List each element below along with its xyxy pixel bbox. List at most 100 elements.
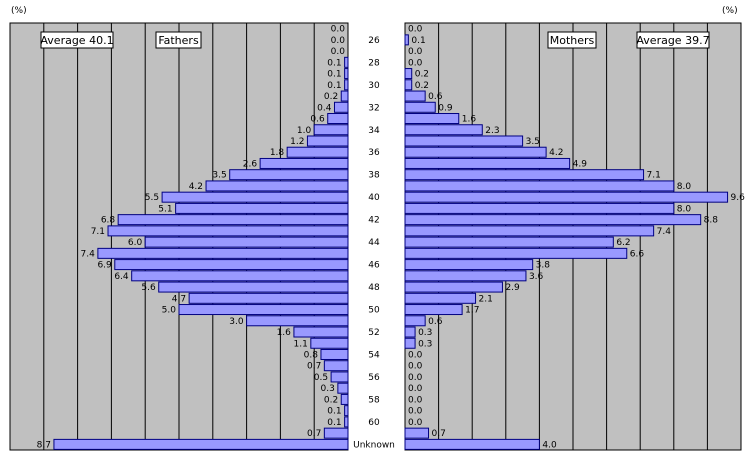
fathers-value-label: 6.0 xyxy=(128,238,143,248)
age-tick-label: 30 xyxy=(368,81,380,91)
mothers-average-box: Average 39.7 xyxy=(636,31,710,49)
mothers-value-label: 1.7 xyxy=(465,306,479,316)
mothers-bar xyxy=(404,270,527,282)
mothers-bar xyxy=(404,113,460,125)
fathers-bar xyxy=(320,348,349,360)
mothers-bar xyxy=(404,146,547,158)
mothers-value-label: 0.0 xyxy=(408,384,423,394)
mothers-value-label: 0.6 xyxy=(428,317,443,327)
age-tick-label: 28 xyxy=(368,58,380,68)
fathers-bar xyxy=(323,427,349,439)
fathers-value-label: 1.1 xyxy=(293,339,307,349)
fathers-bar xyxy=(323,360,349,372)
fathers-bar xyxy=(306,135,349,147)
mothers-bar xyxy=(404,326,416,338)
fathers-bar xyxy=(114,259,349,271)
mothers-value-label: 7.4 xyxy=(657,227,672,237)
fathers-value-label: 0.1 xyxy=(327,81,341,91)
fathers-value-label: 0.4 xyxy=(317,103,332,113)
fathers-panel: 0.00.00.00.10.10.10.20.40.61.01.21.82.63… xyxy=(9,22,349,451)
fathers-value-label: 5.0 xyxy=(162,306,177,316)
fathers-value-label: 1.2 xyxy=(290,137,304,147)
mothers-bar xyxy=(404,214,702,226)
fathers-value-label: 3.0 xyxy=(229,317,244,327)
mothers-value-label: 8.0 xyxy=(677,204,692,214)
fathers-value-label: 0.0 xyxy=(331,25,346,35)
fathers-value-label: 0.1 xyxy=(327,58,341,68)
mothers-bar xyxy=(404,157,571,169)
mothers-bar xyxy=(404,304,463,316)
fathers-bar xyxy=(53,438,349,450)
mothers-value-label: 0.3 xyxy=(418,339,432,349)
age-tick-label: 54 xyxy=(368,350,380,360)
mothers-bar xyxy=(404,68,413,80)
mothers-value-label: 6.6 xyxy=(630,249,645,259)
mothers-value-label: 0.0 xyxy=(408,362,423,372)
mothers-bar xyxy=(404,225,655,237)
fathers-bar xyxy=(340,90,349,102)
mothers-value-label: 2.9 xyxy=(505,283,520,293)
mothers-value-label: 0.2 xyxy=(415,81,429,91)
fathers-bar xyxy=(310,337,349,349)
mothers-value-label: 4.0 xyxy=(542,440,557,450)
mothers-bar xyxy=(404,79,413,91)
fathers-value-label: 0.6 xyxy=(310,115,325,125)
fathers-bar xyxy=(330,371,349,383)
mothers-bar xyxy=(404,259,534,271)
age-tick-label: 40 xyxy=(368,193,380,203)
age-tick-label: 60 xyxy=(368,418,380,428)
mothers-bar xyxy=(404,281,503,293)
mothers-value-label: 6.2 xyxy=(616,238,630,248)
fathers-value-label: 4.2 xyxy=(189,182,203,192)
fathers-bar xyxy=(178,304,349,316)
age-tick-label: 42 xyxy=(368,216,379,226)
fathers-value-label: 6.4 xyxy=(114,272,129,282)
mothers-value-label: 0.0 xyxy=(408,395,423,405)
fathers-value-label: 0.0 xyxy=(331,47,346,57)
mothers-value-label: 7.1 xyxy=(647,171,661,181)
fathers-bar xyxy=(293,326,349,338)
mothers-value-label: 4.2 xyxy=(549,148,563,158)
fathers-value-label: 0.3 xyxy=(321,384,335,394)
fathers-bar xyxy=(107,225,349,237)
fathers-value-label: 0.7 xyxy=(307,362,321,372)
fathers-value-label: 5.1 xyxy=(158,204,172,214)
fathers-value-label: 0.8 xyxy=(304,350,319,360)
fathers-bar xyxy=(175,202,349,214)
right-unit-label: (%) xyxy=(722,6,738,16)
mothers-bar xyxy=(404,124,483,136)
mothers-value-label: 1.6 xyxy=(462,115,477,125)
mothers-value-label: 3.5 xyxy=(526,137,540,147)
mothers-bar xyxy=(404,169,645,181)
mothers-value-label: 3.6 xyxy=(529,272,544,282)
age-tick-label: 38 xyxy=(368,171,380,181)
fathers-value-label: 7.4 xyxy=(81,249,96,259)
fathers-bar xyxy=(327,113,349,125)
mothers-legend-box: Mothers xyxy=(547,31,597,49)
age-tick-label: 58 xyxy=(368,395,380,405)
age-tick-label: 36 xyxy=(368,148,380,158)
fathers-legend-box: Fathers xyxy=(155,31,202,49)
mothers-bar xyxy=(404,202,675,214)
mothers-value-label: 8.8 xyxy=(704,216,719,226)
fathers-average-box: Average 40.1 xyxy=(40,31,114,49)
mothers-bar xyxy=(404,438,540,450)
fathers-bar xyxy=(188,292,349,304)
mothers-bar xyxy=(404,315,426,327)
fathers-bar xyxy=(259,157,349,169)
mothers-value-label: 0.9 xyxy=(438,103,453,113)
fathers-value-label: 0.2 xyxy=(324,395,338,405)
mothers-value-label: 0.0 xyxy=(408,25,423,35)
fathers-value-label: 0.7 xyxy=(307,429,321,439)
mothers-value-label: 0.3 xyxy=(418,328,432,338)
mothers-value-label: 0.2 xyxy=(415,70,429,80)
mothers-bar xyxy=(404,34,409,46)
mothers-value-label: 9.6 xyxy=(731,193,746,203)
age-tick-label: Unknown xyxy=(353,440,395,450)
mothers-value-label: 0.0 xyxy=(408,58,423,68)
age-axis-labels: 26 28 30 32 34 36 38 40 42 44 46 48 50 52 54 56 58 60 Unkn… xyxy=(353,36,395,451)
mothers-value-label: 0.6 xyxy=(428,92,443,102)
mothers-series-label: Mothers xyxy=(550,34,595,47)
fathers-value-label: 1.0 xyxy=(297,126,312,136)
